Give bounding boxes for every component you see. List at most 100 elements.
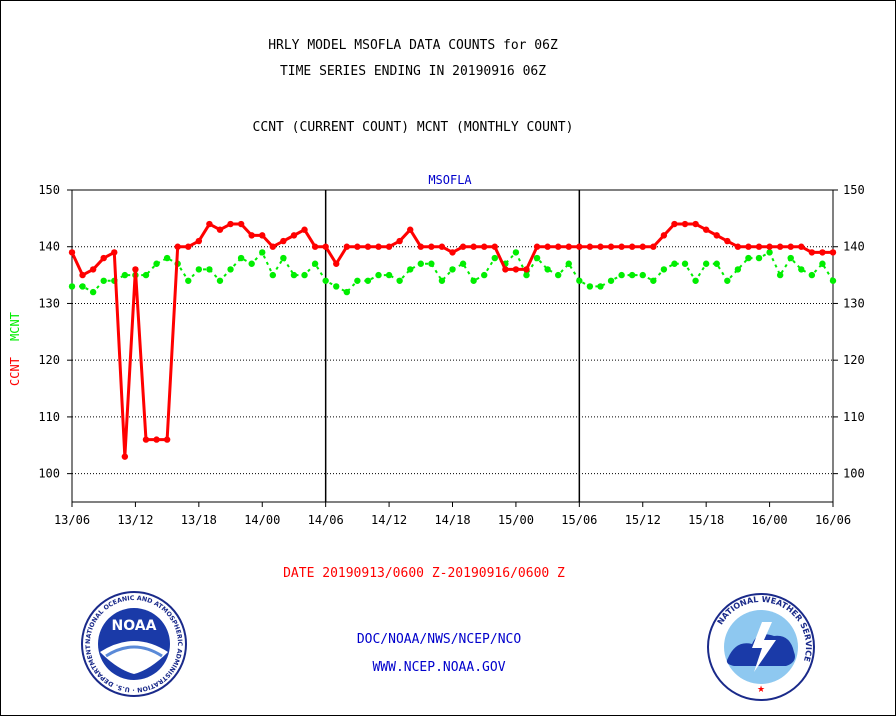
data-point [227,220,234,228]
data-point [174,243,181,250]
data-point [650,277,657,284]
x-tick-label: 13/12 [117,513,153,527]
chart-title-line3: CCNT (CURRENT COUNT) MCNT (MONTHLY COUNT… [252,120,574,135]
data-point [206,220,213,228]
data-point [259,232,266,239]
data-point [787,243,794,250]
data-point [153,260,160,267]
data-point [407,266,414,273]
data-point [407,226,414,233]
day-dividers [324,190,581,502]
data-point [628,271,636,279]
data-point [565,260,572,267]
y-tick-label-right: 120 [843,353,865,367]
data-point [280,237,287,245]
data-point [808,249,816,256]
data-point [523,271,530,279]
data-point [702,226,710,233]
data-point [79,271,86,279]
data-point [68,283,76,290]
x-axis: 13/06 13/12 13/18 14/00 14/06 14/12 14/18 15/00… [54,502,851,527]
data-point [89,266,97,273]
y-tick-label-right: 140 [843,240,865,254]
data-point [628,243,636,250]
data-point [396,277,403,284]
y-axis-label-mcnt: MCNT [8,312,22,341]
data-point [449,266,456,273]
x-tick-label: 14/00 [244,513,280,527]
data-point [523,266,530,273]
data-point [68,249,76,256]
data-point [713,232,720,239]
x-tick-label: 15/06 [561,513,597,527]
data-point [185,243,192,250]
x-tick-label: 15/12 [625,513,661,527]
data-point [216,277,224,284]
data-point [734,243,742,250]
data-point [100,277,107,284]
series-line [70,222,833,459]
data-point [354,243,361,250]
y-axis-label-ccnt: CCNT [8,357,22,386]
data-point [819,260,826,267]
data-point [322,243,329,250]
data-point [776,243,784,250]
y-axis-right: 100 110 120 130 140 150 [833,183,865,481]
data-point [385,243,393,250]
data-point [512,266,520,273]
chart-title-line2: TIME SERIES ENDING IN 20190916 06Z [279,64,547,79]
data-point [333,283,340,290]
data-point [481,243,488,250]
y-tick-label-right: 130 [843,296,865,310]
data-point [269,243,277,250]
data-point [734,266,742,273]
data-point [745,243,752,250]
data-point [375,243,382,250]
data-point [639,243,646,250]
data-point [259,249,266,256]
y-tick-label-right: 150 [843,183,865,197]
data-point [322,277,329,284]
footer-url[interactable]: WWW.NCEP.NOAA.GOV [372,660,506,675]
data-point [417,260,424,267]
data-point [829,277,837,284]
data-point [650,243,657,250]
noaa-logo-text: NOAA [112,618,157,634]
data-point [100,254,107,262]
data-point [660,266,668,273]
data-point [216,226,224,233]
data-point [153,436,160,443]
data-point [195,266,203,273]
data-point [343,243,351,250]
data-point [290,232,298,239]
data-point [428,243,435,250]
data-point [163,436,171,443]
data-point [121,271,129,279]
data-point [639,271,646,279]
x-tick-label: 14/18 [434,513,470,527]
y-tick-label-left: 120 [38,353,60,367]
data-point [745,254,752,262]
y-tick-label-right: 110 [843,410,865,424]
data-point [227,266,234,273]
data-point [618,271,625,279]
data-point [776,271,784,279]
y-tick-label-left: 140 [38,240,60,254]
data-point [195,237,203,245]
data-point [692,220,699,228]
noaa-logo-icon: NOAA NATIONAL OCEANIC AND ATMOSPHERIC AD… [80,590,187,697]
y-tick-label-left: 150 [38,183,60,197]
data-point [248,232,255,239]
data-point [385,271,393,279]
data-point [798,243,805,250]
data-point [142,271,150,279]
data-point [798,266,805,273]
chart-title-line1: HRLY MODEL MSOFLA DATA COUNTS for 06Z [268,38,558,53]
data-point [554,243,562,250]
data-point [502,266,509,273]
data-point [702,260,710,267]
data-point [724,277,731,284]
x-tick-label: 13/06 [54,513,90,527]
date-range-label: DATE 20190913/0600 Z-20190916/0600 Z [283,566,565,581]
